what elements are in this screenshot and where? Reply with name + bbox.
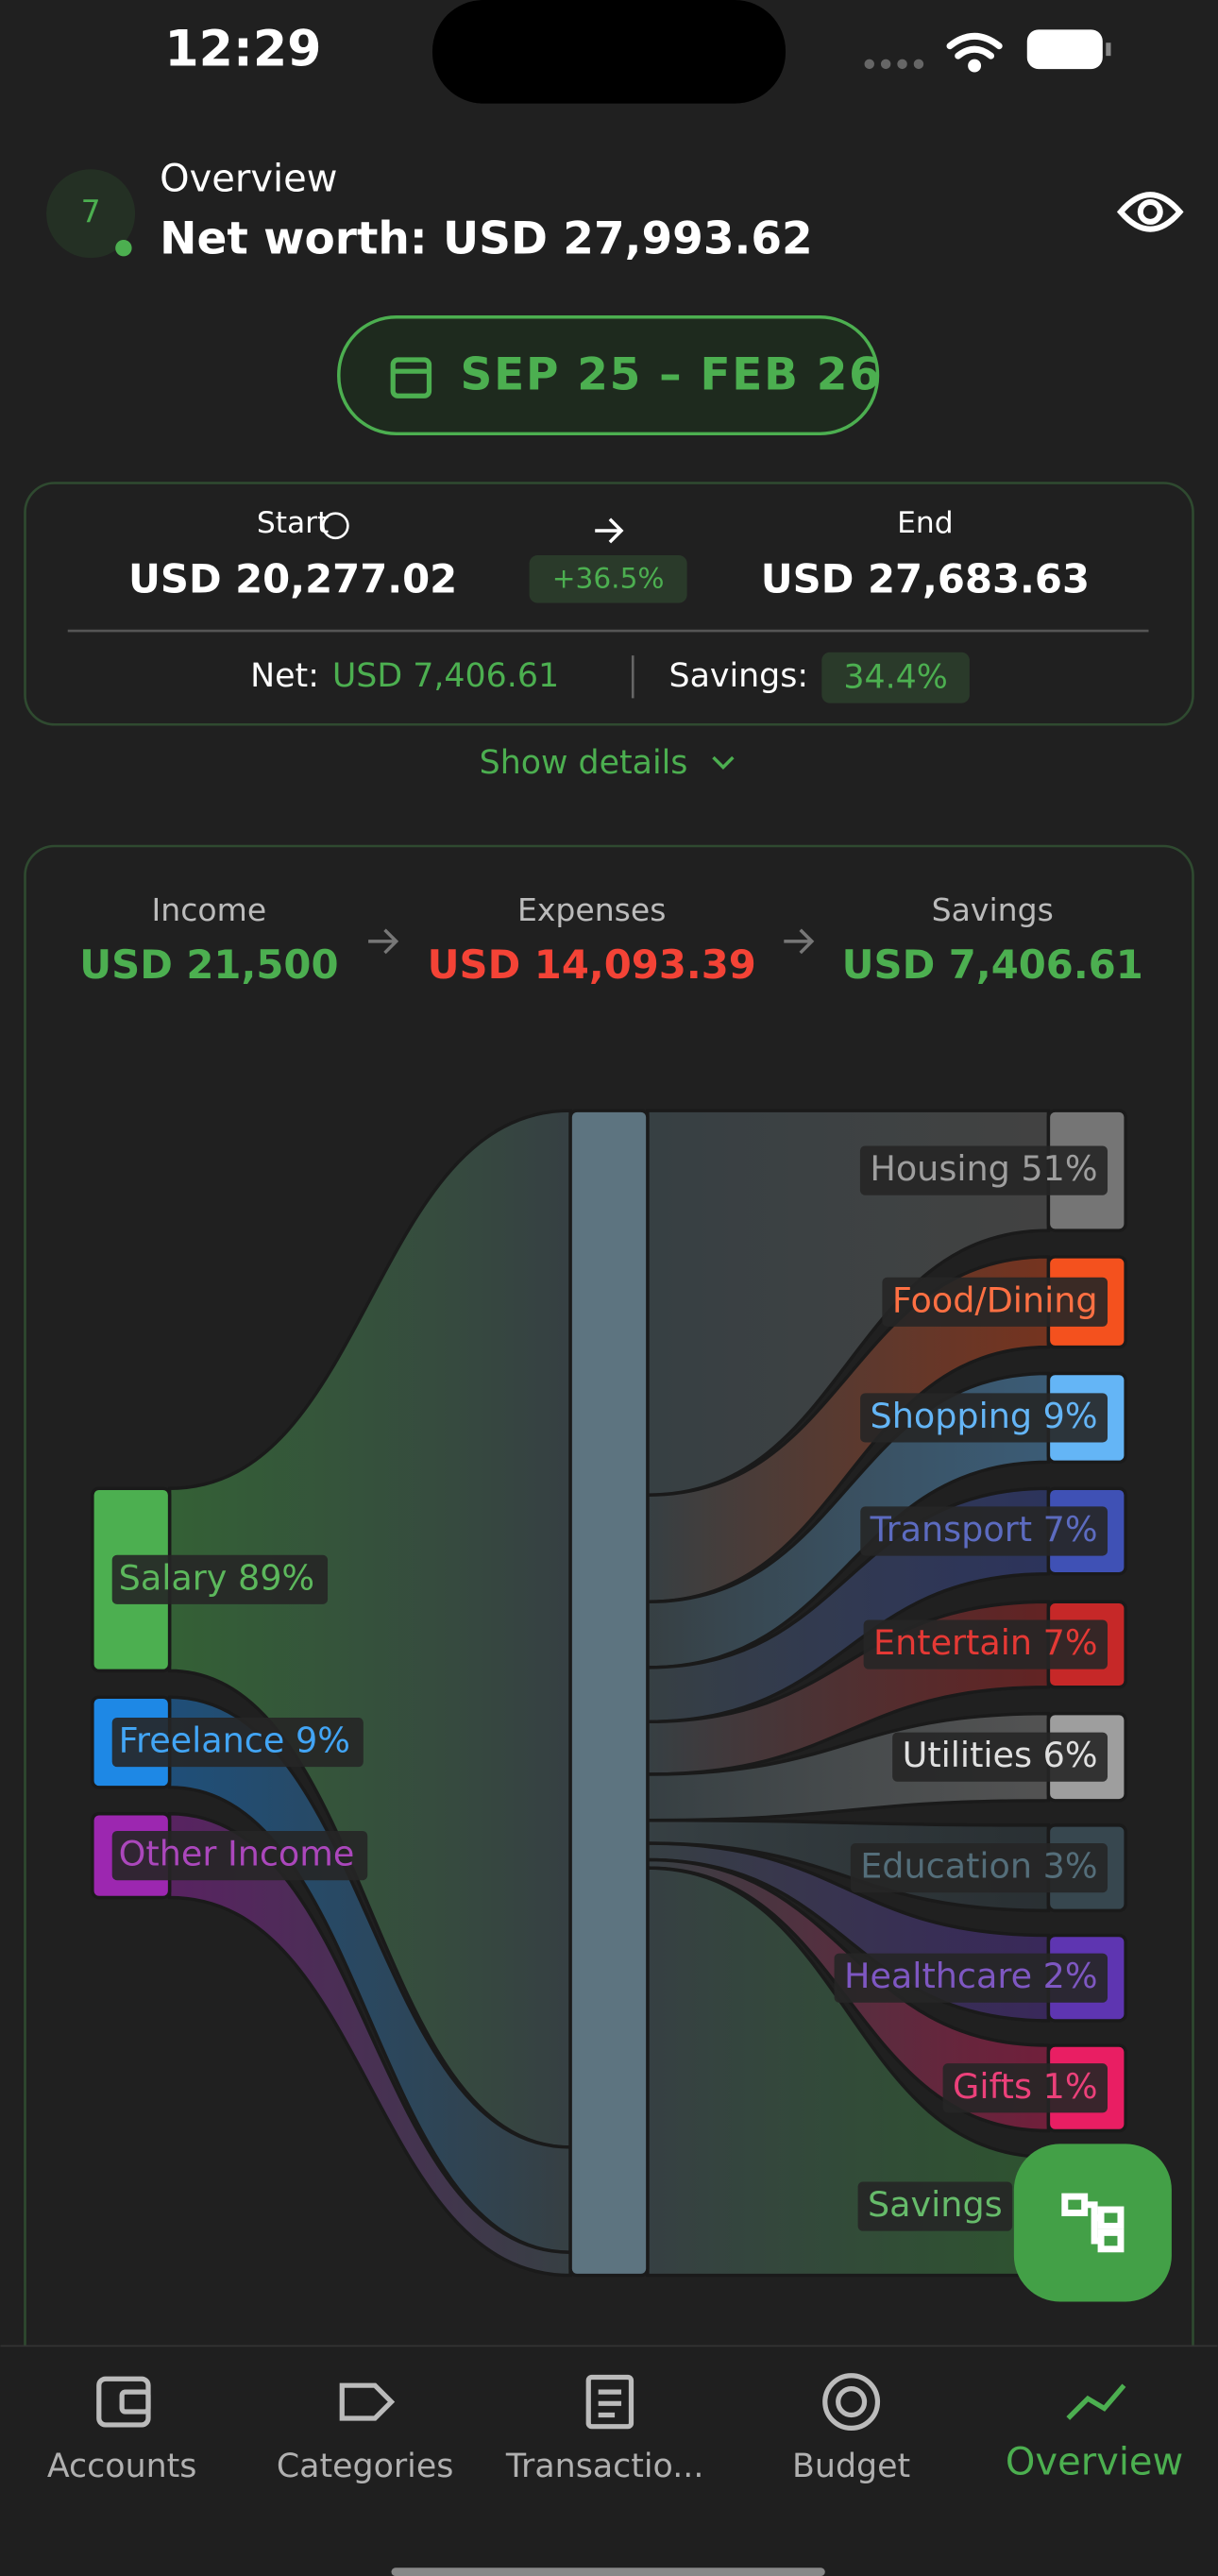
tab-label[interactable]: Overview xyxy=(1006,2441,1183,2484)
target-label: Savings xyxy=(868,2184,1003,2225)
tab-label[interactable]: Accounts xyxy=(47,2448,197,2485)
home-indicator xyxy=(391,2568,825,2576)
expenses-value: USD 14,093.39 xyxy=(428,941,756,988)
end-label: End xyxy=(897,506,953,540)
label-background xyxy=(850,1843,1108,1893)
label-background xyxy=(860,1506,1108,1556)
arrow xyxy=(784,928,815,955)
expense-flow xyxy=(646,1255,1051,1604)
source-label: Other Income xyxy=(119,1834,355,1874)
start-value: USD 20,277.02 xyxy=(128,555,457,602)
date-range-button[interactable]: SEP 25 – FEB 26 xyxy=(337,315,882,436)
label-background xyxy=(892,1732,1108,1782)
tab-label[interactable]: Budget xyxy=(792,2448,910,2485)
tab-label[interactable]: Categories xyxy=(277,2448,453,2485)
savings-flow-label: Savings xyxy=(932,891,1054,928)
start-label: Start xyxy=(257,506,329,540)
savings-label: Savings: xyxy=(669,657,809,695)
tab-label[interactable]: Transactio... xyxy=(505,2448,703,2485)
income-label: Income xyxy=(152,891,267,928)
savings-flow-value: USD 7,406.61 xyxy=(842,941,1143,988)
show-details-button[interactable]: Show details xyxy=(480,744,735,782)
target-label: Utilities 6% xyxy=(903,1735,1098,1775)
label-background xyxy=(859,1145,1108,1195)
avatar[interactable] xyxy=(46,169,136,259)
change-pill xyxy=(529,555,687,603)
date-range: SEP 25 – FEB 26 xyxy=(461,349,882,401)
overview-icon xyxy=(1066,2383,1126,2420)
expense-flow xyxy=(646,1109,1051,1497)
info-icon[interactable] xyxy=(321,512,349,540)
arrow xyxy=(368,928,399,955)
net-value: USD 7,406.61 xyxy=(332,657,559,695)
target-label: Gifts 1% xyxy=(953,2066,1098,2107)
summary-card xyxy=(24,482,1194,726)
sankey: Salary 89% Freelance 9% Other Income Housin… xyxy=(91,1109,1127,2278)
target-label: Transport 7% xyxy=(870,1509,1098,1550)
target-label: Housing 51% xyxy=(870,1148,1097,1189)
battery xyxy=(1026,29,1103,70)
signal xyxy=(864,59,924,70)
target-label: Shopping 9% xyxy=(871,1396,1098,1436)
label-background xyxy=(111,1717,364,1768)
tab-labels: Accounts Categories Transactio... Budget Ove… xyxy=(47,2441,1183,2485)
end-value: USD 27,683.63 xyxy=(761,555,1090,602)
label-background xyxy=(863,1619,1108,1669)
net-label: Net: xyxy=(250,657,319,695)
savings-pill xyxy=(821,652,970,703)
tab-bar xyxy=(0,2346,1218,2576)
label-background xyxy=(111,1554,329,1604)
dynamic-island xyxy=(431,0,787,104)
label-background xyxy=(857,2181,1013,2231)
source-label: Freelance 9% xyxy=(119,1720,350,1761)
label-background xyxy=(111,1831,368,1881)
fab[interactable] xyxy=(1013,2144,1172,2302)
label-background xyxy=(942,2063,1108,2113)
clock: 12:29 xyxy=(164,22,321,78)
source-label: Salary 89% xyxy=(119,1557,314,1598)
income-value: USD 21,500 xyxy=(79,941,338,988)
target-label: Food/Dining xyxy=(892,1280,1098,1320)
page-title: Overview xyxy=(160,157,337,200)
expense-flow xyxy=(646,1371,1051,1669)
visibility-toggle[interactable] xyxy=(1116,192,1184,232)
show-details: Show details xyxy=(480,744,688,782)
label-background xyxy=(834,1953,1108,2003)
change: +36.5% xyxy=(552,563,665,595)
tab-icons xyxy=(96,2373,881,2432)
expenses-label: Expenses xyxy=(517,891,666,928)
savings-rate: 34.4% xyxy=(843,659,947,697)
target-label: Healthcare 2% xyxy=(844,1956,1098,1996)
settings-dot xyxy=(115,240,132,257)
expense-flow xyxy=(646,1866,1051,2278)
avatar-badge: 7 xyxy=(81,194,101,230)
expenses-node xyxy=(568,1109,650,2278)
label-background xyxy=(860,1393,1108,1443)
battery-tip xyxy=(1106,42,1111,57)
wifi xyxy=(946,32,1003,73)
net-worth: Net worth: USD 27,993.62 xyxy=(160,212,813,264)
target-label: Education 3% xyxy=(860,1846,1097,1887)
arrow xyxy=(595,517,624,544)
label-background xyxy=(882,1277,1108,1327)
target-label: Entertain 7% xyxy=(873,1622,1098,1663)
